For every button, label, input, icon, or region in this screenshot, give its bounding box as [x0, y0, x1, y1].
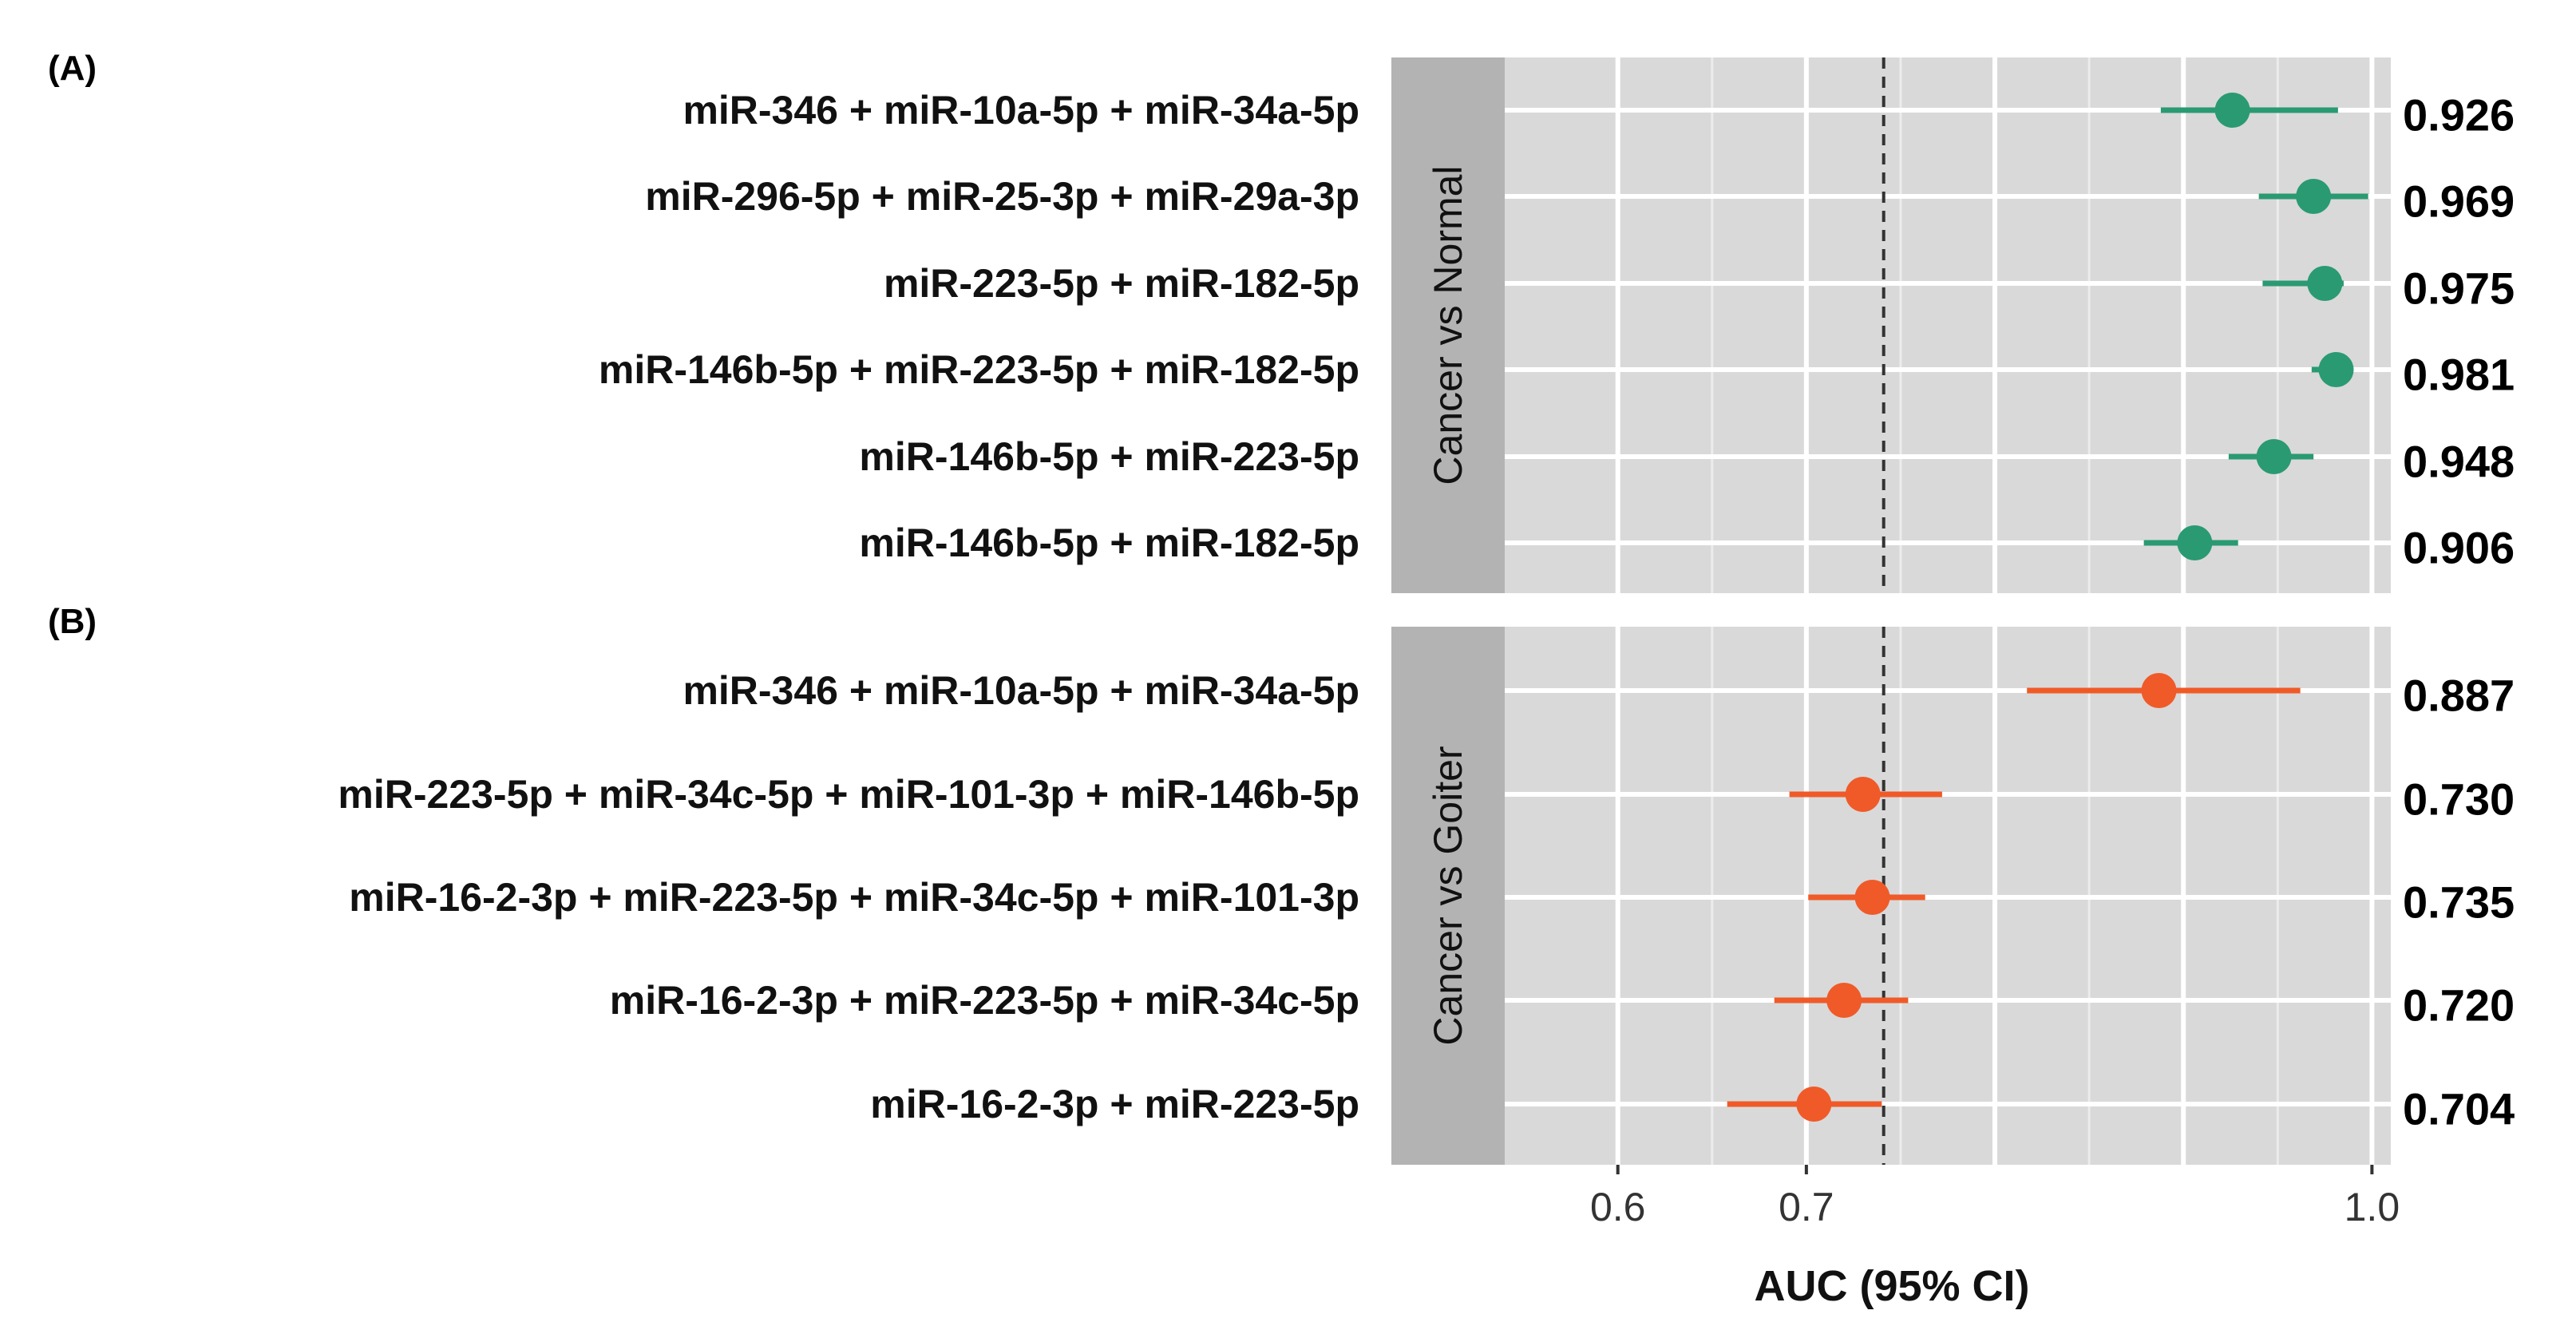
auc-point: [2214, 93, 2250, 128]
row-label: miR-223-5p + miR-34c-5p + miR-101-3p + m…: [338, 772, 1359, 817]
auc-point: [2141, 673, 2177, 708]
auc-value-label: 0.926: [2403, 90, 2515, 141]
row-label: miR-16-2-3p + miR-223-5p + miR-34c-5p + …: [349, 875, 1359, 920]
auc-value-label: 0.981: [2403, 350, 2515, 400]
auc-value-label: 0.720: [2403, 980, 2515, 1031]
auc-point: [2177, 525, 2213, 560]
x-axis-title: AUC (95% CI): [1754, 1262, 2029, 1310]
auc-point: [2296, 179, 2332, 214]
auc-value-label: 0.735: [2403, 877, 2515, 928]
panel-strip-label: Cancer vs Goiter: [1426, 746, 1470, 1045]
auc-value-label: 0.730: [2403, 774, 2515, 825]
auc-value-label: 0.887: [2403, 671, 2515, 721]
panel-strip-label: Cancer vs Normal: [1426, 165, 1470, 485]
row-label: miR-346 + miR-10a-5p + miR-34a-5p: [683, 668, 1359, 713]
auc-value-label: 0.975: [2403, 263, 2515, 314]
panel-background: [1505, 57, 2391, 593]
auc-value-label: 0.704: [2403, 1084, 2515, 1134]
x-tick-label: 0.6: [1590, 1185, 1646, 1229]
auc-point: [2318, 352, 2354, 387]
panel-strip: [1391, 57, 1505, 593]
auc-value-label: 0.969: [2403, 176, 2515, 227]
panel-letter: (B): [48, 602, 97, 641]
auc-point: [1796, 1087, 1832, 1122]
x-tick-label: 1.0: [2345, 1185, 2400, 1229]
row-label: miR-146b-5p + miR-182-5p: [859, 521, 1359, 565]
row-label: miR-346 + miR-10a-5p + miR-34a-5p: [683, 88, 1359, 133]
row-label: miR-296-5p + miR-25-3p + miR-29a-3p: [645, 174, 1359, 219]
auc-value-label: 0.906: [2403, 523, 2515, 573]
panel-strip: [1391, 627, 1505, 1165]
auc-point: [2307, 266, 2343, 301]
panel-letter: (A): [48, 49, 97, 88]
row-label: miR-16-2-3p + miR-223-5p: [870, 1082, 1359, 1126]
auc-point: [1845, 777, 1881, 812]
auc-point: [1854, 880, 1890, 915]
row-label: miR-146b-5p + miR-223-5p + miR-182-5p: [599, 347, 1359, 392]
auc-point: [1826, 983, 1862, 1018]
row-label: miR-146b-5p + miR-223-5p: [859, 434, 1359, 479]
row-label: miR-223-5p + miR-182-5p: [884, 261, 1359, 306]
auc-value-label: 0.948: [2403, 437, 2515, 487]
auc-point: [2256, 439, 2292, 474]
x-tick-label: 0.7: [1779, 1185, 1834, 1229]
row-label: miR-16-2-3p + miR-223-5p + miR-34c-5p: [610, 978, 1359, 1023]
